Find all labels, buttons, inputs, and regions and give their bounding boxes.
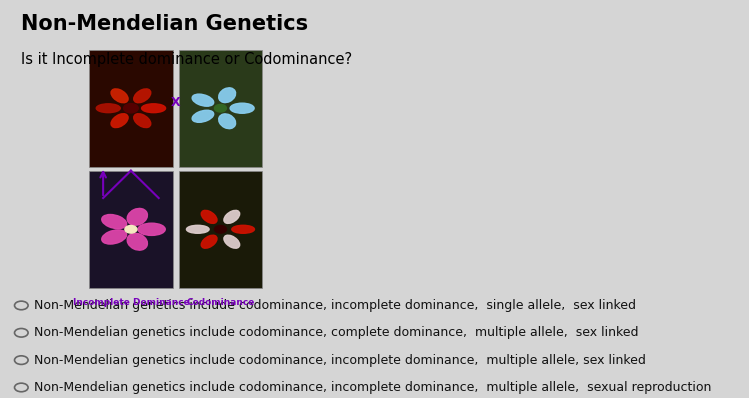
Ellipse shape bbox=[127, 233, 148, 250]
Text: Non-Mendelian genetics include codominance, incomplete dominance,  single allele: Non-Mendelian genetics include codominan… bbox=[34, 299, 636, 312]
Ellipse shape bbox=[187, 225, 209, 233]
Ellipse shape bbox=[134, 114, 151, 128]
Ellipse shape bbox=[224, 211, 240, 223]
Ellipse shape bbox=[102, 215, 127, 229]
Ellipse shape bbox=[230, 103, 254, 113]
Ellipse shape bbox=[138, 223, 166, 235]
Ellipse shape bbox=[111, 114, 128, 128]
Ellipse shape bbox=[201, 235, 217, 248]
Text: Non-Mendelian genetics include codominance, complete dominance,  multiple allele: Non-Mendelian genetics include codominan… bbox=[34, 326, 638, 339]
Text: Non-Mendelian Genetics: Non-Mendelian Genetics bbox=[21, 14, 309, 35]
Text: Is it Incomplete dominance or Codominance?: Is it Incomplete dominance or Codominanc… bbox=[21, 52, 353, 66]
Bar bbox=[179, 171, 262, 288]
Ellipse shape bbox=[102, 230, 127, 244]
Ellipse shape bbox=[134, 89, 151, 103]
Bar bbox=[179, 50, 262, 167]
Circle shape bbox=[214, 104, 226, 112]
Text: Non-Mendelian genetics include codominance, incomplete dominance,  multiple alle: Non-Mendelian genetics include codominan… bbox=[34, 381, 711, 394]
Bar bbox=[89, 171, 172, 288]
Circle shape bbox=[214, 226, 226, 233]
Text: Codominance: Codominance bbox=[187, 298, 255, 306]
Ellipse shape bbox=[224, 235, 240, 248]
Text: Non-Mendelian genetics include codominance, incomplete dominance,  multiple alle: Non-Mendelian genetics include codominan… bbox=[34, 354, 646, 367]
Ellipse shape bbox=[219, 114, 236, 129]
Ellipse shape bbox=[231, 225, 255, 233]
Ellipse shape bbox=[96, 104, 121, 113]
Ellipse shape bbox=[127, 209, 148, 225]
Circle shape bbox=[125, 226, 137, 233]
Bar bbox=[89, 50, 172, 167]
Text: Incomplete Dominance: Incomplete Dominance bbox=[73, 298, 189, 306]
Ellipse shape bbox=[142, 104, 166, 113]
Ellipse shape bbox=[201, 211, 217, 223]
Ellipse shape bbox=[192, 110, 213, 122]
Text: X: X bbox=[171, 96, 181, 109]
Circle shape bbox=[124, 103, 139, 113]
Ellipse shape bbox=[219, 88, 236, 103]
Ellipse shape bbox=[192, 94, 213, 106]
Ellipse shape bbox=[111, 89, 128, 103]
